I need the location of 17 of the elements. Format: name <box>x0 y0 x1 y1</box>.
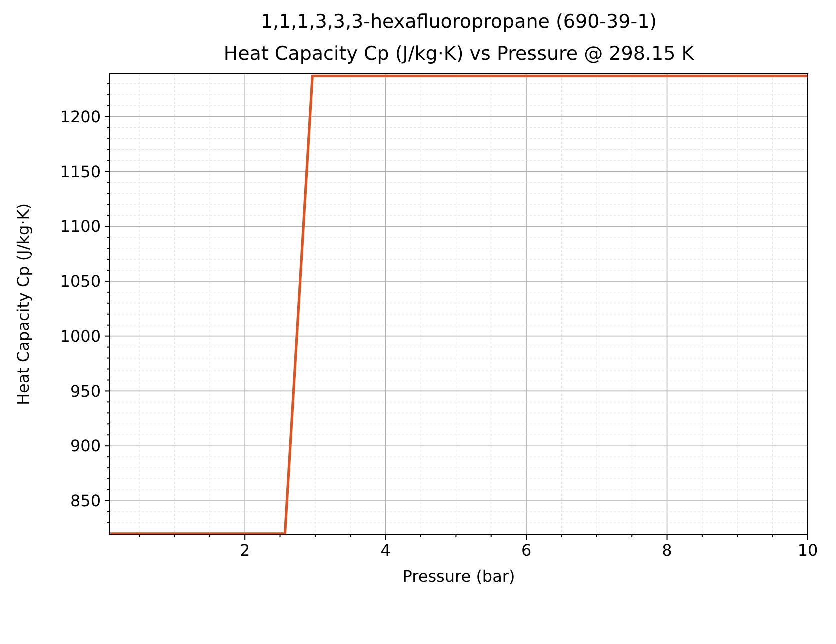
x-tick-label: 6 <box>521 541 532 560</box>
x-tick-label: 2 <box>240 541 250 560</box>
y-tick-label: 1200 <box>60 107 101 126</box>
y-axis-title: Heat Capacity Cp (J/kg·K) <box>14 203 33 406</box>
y-tick-label: 900 <box>70 436 101 456</box>
chart-subtitle: Heat Capacity Cp (J/kg·K) vs Pressure @ 298.15 K <box>224 43 695 65</box>
y-tick-label: 1150 <box>60 162 101 182</box>
y-tick-label: 1100 <box>60 217 101 236</box>
x-tick-label: 10 <box>798 541 818 560</box>
x-tick-label: 8 <box>662 541 672 560</box>
chart-title: 1,1,1,3,3,3-hexafluoropropane (690-39-1) <box>260 11 658 33</box>
x-axis-title: Pressure (bar) <box>402 567 516 586</box>
x-tick-label: 4 <box>380 541 391 560</box>
y-tick-label: 850 <box>70 492 101 511</box>
y-tick-label: 1050 <box>60 272 101 292</box>
y-tick-label: 1000 <box>60 326 101 346</box>
y-tick-label: 950 <box>70 382 101 401</box>
